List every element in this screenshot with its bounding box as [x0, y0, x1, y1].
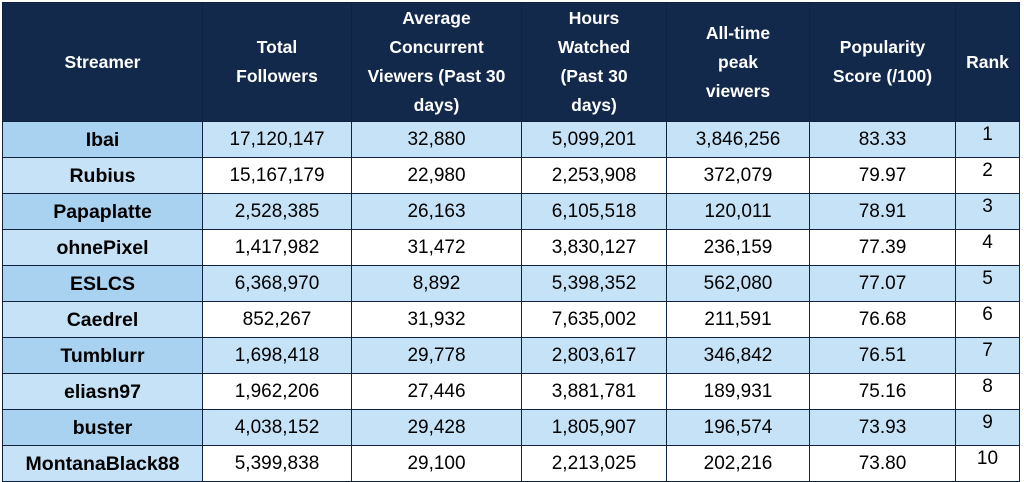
cell-avg-concurrent-viewers: 31,472: [351, 229, 522, 266]
table-row: eliasn97 1,962,206 27,446 3,881,781 189,931 7…: [2, 373, 1020, 410]
cell-all-time-peak-viewers: 562,080: [666, 265, 810, 302]
cell-hours-watched: 3,881,781: [521, 373, 667, 410]
header-popularity-score: Popularity Score (/100): [809, 2, 956, 122]
cell-all-time-peak-viewers: 211,591: [666, 301, 810, 338]
cell-hours-watched: 5,398,352: [521, 265, 667, 302]
table-row: ohnePixel 1,417,982 31,472 3,830,127 236,159…: [2, 229, 1020, 266]
cell-popularity-score: 77.07: [809, 265, 956, 302]
cell-all-time-peak-viewers: 202,216: [666, 445, 810, 482]
cell-total-followers: 4,038,152: [202, 409, 352, 446]
cell-hours-watched: 6,105,518: [521, 193, 667, 230]
cell-streamer-name: eliasn97: [2, 373, 203, 410]
cell-streamer-name: ohnePixel: [2, 229, 203, 266]
table-row: Tumblurr 1,698,418 29,778 2,803,617 346,842 7…: [2, 337, 1020, 374]
cell-all-time-peak-viewers: 196,574: [666, 409, 810, 446]
cell-streamer-name: Caedrel: [2, 301, 203, 338]
header-row: Streamer Total Followers Average Concurr…: [2, 2, 1020, 122]
cell-avg-concurrent-viewers: 31,932: [351, 301, 522, 338]
cell-total-followers: 852,267: [202, 301, 352, 338]
cell-hours-watched: 2,803,617: [521, 337, 667, 374]
cell-avg-concurrent-viewers: 27,446: [351, 373, 522, 410]
cell-total-followers: 6,368,970: [202, 265, 352, 302]
cell-hours-watched: 2,253,908: [521, 157, 667, 194]
cell-rank: 5: [955, 265, 1020, 302]
table-row: ESLCS 6,368,970 8,892 5,398,352 562,080 77.07…: [2, 265, 1020, 302]
header-streamer: Streamer: [2, 2, 203, 122]
cell-rank: 2: [955, 157, 1020, 194]
cell-rank: 6: [955, 301, 1020, 338]
cell-total-followers: 1,962,206: [202, 373, 352, 410]
cell-total-followers: 1,417,982: [202, 229, 352, 266]
cell-all-time-peak-viewers: 372,079: [666, 157, 810, 194]
header-hours-watched: Hours Watched (Past 30 days): [521, 2, 667, 122]
cell-streamer-name: buster: [2, 409, 203, 446]
cell-avg-concurrent-viewers: 29,778: [351, 337, 522, 374]
cell-avg-concurrent-viewers: 26,163: [351, 193, 522, 230]
cell-all-time-peak-viewers: 120,011: [666, 193, 810, 230]
header-all-time-peak-viewers: All-time peak viewers: [666, 2, 810, 122]
cell-rank: 1: [955, 121, 1020, 158]
cell-avg-concurrent-viewers: 29,428: [351, 409, 522, 446]
cell-popularity-score: 73.93: [809, 409, 956, 446]
cell-all-time-peak-viewers: 346,842: [666, 337, 810, 374]
cell-streamer-name: Ibai: [2, 121, 203, 158]
cell-rank: 4: [955, 229, 1020, 266]
cell-total-followers: 5,399,838: [202, 445, 352, 482]
table-row: Rubius 15,167,179 22,980 2,253,908 372,079 79…: [2, 157, 1020, 194]
cell-hours-watched: 1,805,907: [521, 409, 667, 446]
cell-total-followers: 17,120,147: [202, 121, 352, 158]
cell-streamer-name: Rubius: [2, 157, 203, 194]
cell-popularity-score: 76.68: [809, 301, 956, 338]
cell-popularity-score: 75.16: [809, 373, 956, 410]
cell-popularity-score: 77.39: [809, 229, 956, 266]
cell-popularity-score: 76.51: [809, 337, 956, 374]
cell-popularity-score: 78.91: [809, 193, 956, 230]
cell-popularity-score: 79.97: [809, 157, 956, 194]
cell-streamer-name: Tumblurr: [2, 337, 203, 374]
cell-streamer-name: ESLCS: [2, 265, 203, 302]
cell-total-followers: 2,528,385: [202, 193, 352, 230]
table-row: Ibai 17,120,147 32,880 5,099,201 3,846,256 83…: [2, 121, 1020, 158]
cell-total-followers: 15,167,179: [202, 157, 352, 194]
cell-hours-watched: 7,635,002: [521, 301, 667, 338]
cell-all-time-peak-viewers: 189,931: [666, 373, 810, 410]
cell-hours-watched: 3,830,127: [521, 229, 667, 266]
cell-avg-concurrent-viewers: 32,880: [351, 121, 522, 158]
header-rank: Rank: [955, 2, 1020, 122]
table-row: Papaplatte 2,528,385 26,163 6,105,518 120,01…: [2, 193, 1020, 230]
cell-rank: 8: [955, 373, 1020, 410]
cell-hours-watched: 5,099,201: [521, 121, 667, 158]
cell-streamer-name: Papaplatte: [2, 193, 203, 230]
table-row: MontanaBlack88 5,399,838 29,100 2,213,025 20…: [2, 445, 1020, 482]
header-total-followers: Total Followers: [202, 2, 352, 122]
cell-total-followers: 1,698,418: [202, 337, 352, 374]
cell-all-time-peak-viewers: 3,846,256: [666, 121, 810, 158]
header-average-concurrent-viewers: Average Concurrent Viewers (Past 30 days…: [351, 2, 522, 122]
table-row: buster 4,038,152 29,428 1,805,907 196,574 73.…: [2, 409, 1020, 446]
cell-popularity-score: 73.80: [809, 445, 956, 482]
cell-hours-watched: 2,213,025: [521, 445, 667, 482]
cell-rank: 10: [955, 445, 1020, 482]
cell-rank: 9: [955, 409, 1020, 446]
cell-popularity-score: 83.33: [809, 121, 956, 158]
cell-avg-concurrent-viewers: 22,980: [351, 157, 522, 194]
cell-rank: 7: [955, 337, 1020, 374]
cell-rank: 3: [955, 193, 1020, 230]
cell-all-time-peak-viewers: 236,159: [666, 229, 810, 266]
cell-avg-concurrent-viewers: 8,892: [351, 265, 522, 302]
cell-streamer-name: MontanaBlack88: [2, 445, 203, 482]
table-row: Caedrel 852,267 31,932 7,635,002 211,591 76.6…: [2, 301, 1020, 338]
cell-avg-concurrent-viewers: 29,100: [351, 445, 522, 482]
